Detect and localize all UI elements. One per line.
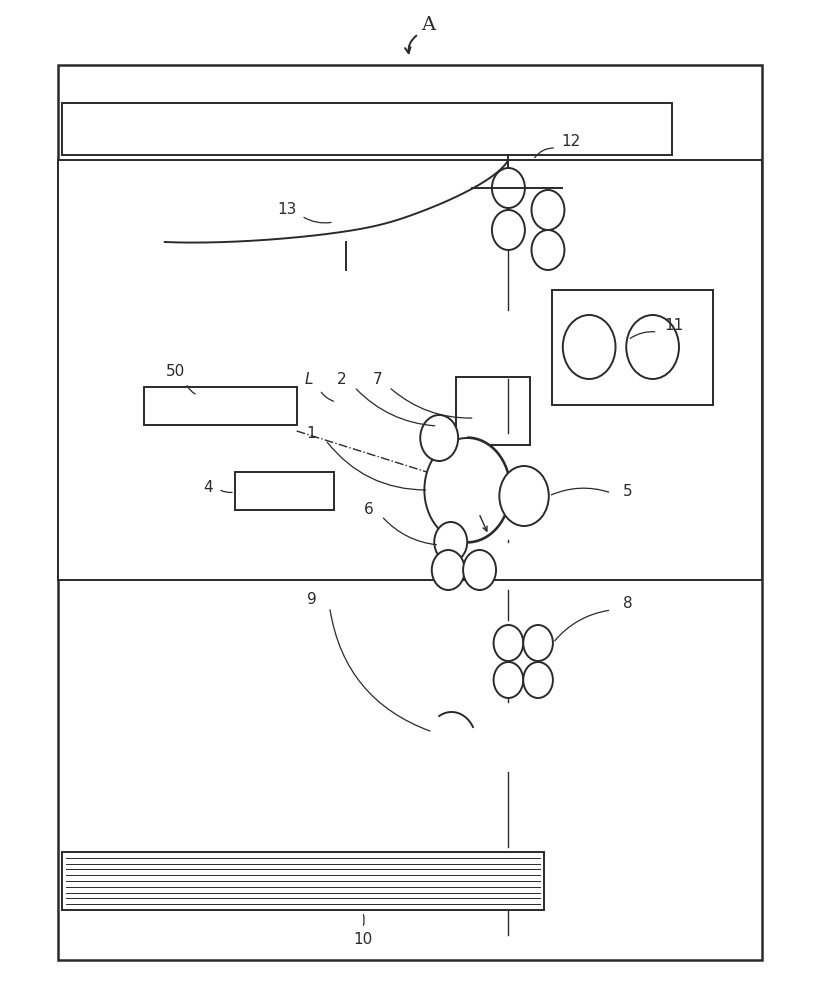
- Bar: [235, 472, 334, 510]
- Circle shape: [434, 522, 467, 562]
- Circle shape: [424, 438, 510, 542]
- Circle shape: [531, 230, 564, 270]
- Text: 11: 11: [664, 318, 684, 332]
- Bar: [62, 852, 544, 910]
- Circle shape: [463, 550, 496, 590]
- Bar: [58, 160, 762, 580]
- Circle shape: [531, 190, 564, 230]
- Text: 1: 1: [307, 426, 316, 442]
- Text: 6: 6: [364, 502, 374, 518]
- Bar: [58, 65, 762, 960]
- Circle shape: [492, 210, 525, 250]
- Circle shape: [499, 466, 549, 526]
- Bar: [456, 377, 530, 445]
- Bar: [552, 290, 713, 405]
- Circle shape: [523, 662, 553, 698]
- Text: 2: 2: [337, 372, 347, 387]
- Text: 9: 9: [307, 592, 316, 607]
- Text: L: L: [305, 372, 313, 387]
- Circle shape: [494, 662, 523, 698]
- Circle shape: [626, 315, 679, 379]
- Text: 8: 8: [623, 596, 633, 611]
- Circle shape: [523, 625, 553, 661]
- Circle shape: [420, 415, 458, 461]
- Text: 13: 13: [277, 202, 297, 218]
- Circle shape: [494, 625, 523, 661]
- Circle shape: [563, 315, 616, 379]
- Text: 4: 4: [203, 481, 213, 495]
- Text: A: A: [421, 16, 436, 34]
- Text: 10: 10: [353, 932, 372, 948]
- Circle shape: [432, 550, 465, 590]
- Text: 50: 50: [166, 364, 185, 379]
- Bar: [62, 103, 672, 155]
- Text: 5: 5: [623, 485, 633, 499]
- Circle shape: [492, 168, 525, 208]
- Text: 12: 12: [561, 134, 581, 149]
- Bar: [144, 387, 297, 425]
- Text: 7: 7: [372, 372, 382, 387]
